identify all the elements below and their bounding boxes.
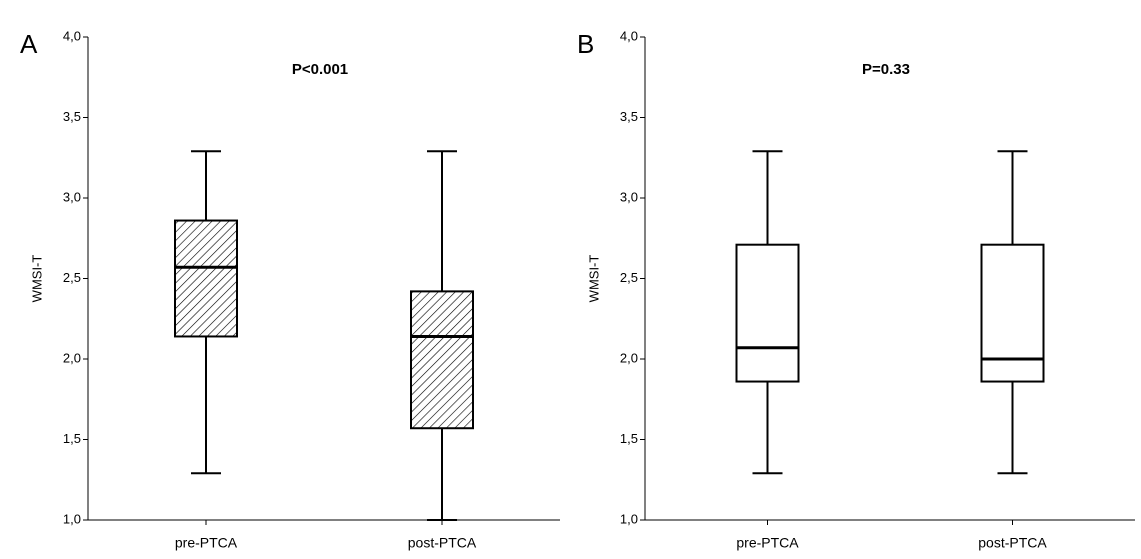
y-axis-label: WMSI-T [586, 255, 601, 303]
box [980, 243, 1045, 383]
y-tick-label: 4,0 [620, 28, 638, 43]
y-tick-label: 2,5 [63, 270, 81, 285]
panel-label: B [577, 29, 594, 59]
x-tick-label: post-PTCA [978, 535, 1047, 551]
y-tick-label: 1,0 [620, 511, 638, 526]
box [410, 290, 474, 430]
chart-title: P=0.33 [862, 61, 910, 78]
y-tick-label: 3,5 [620, 109, 638, 124]
y-tick-label: 3,5 [63, 109, 81, 124]
y-tick-label: 1,5 [63, 431, 81, 446]
y-tick-label: 4,0 [63, 28, 81, 43]
y-axis-label: WMSI-T [29, 255, 44, 303]
panel-label: A [20, 29, 38, 59]
x-tick-label: pre-PTCA [736, 535, 799, 551]
y-tick-label: 2,0 [620, 350, 638, 365]
box [174, 219, 238, 338]
box [735, 243, 800, 383]
y-tick-label: 1,0 [63, 511, 81, 526]
x-tick-label: post-PTCA [408, 535, 477, 551]
y-tick-label: 3,0 [620, 189, 638, 204]
x-tick-label: pre-PTCA [175, 535, 238, 551]
y-tick-label: 2,5 [620, 270, 638, 285]
chart-title: P<0.001 [292, 61, 348, 78]
y-tick-label: 2,0 [63, 350, 81, 365]
y-tick-label: 3,0 [63, 189, 81, 204]
y-tick-label: 1,5 [620, 431, 638, 446]
